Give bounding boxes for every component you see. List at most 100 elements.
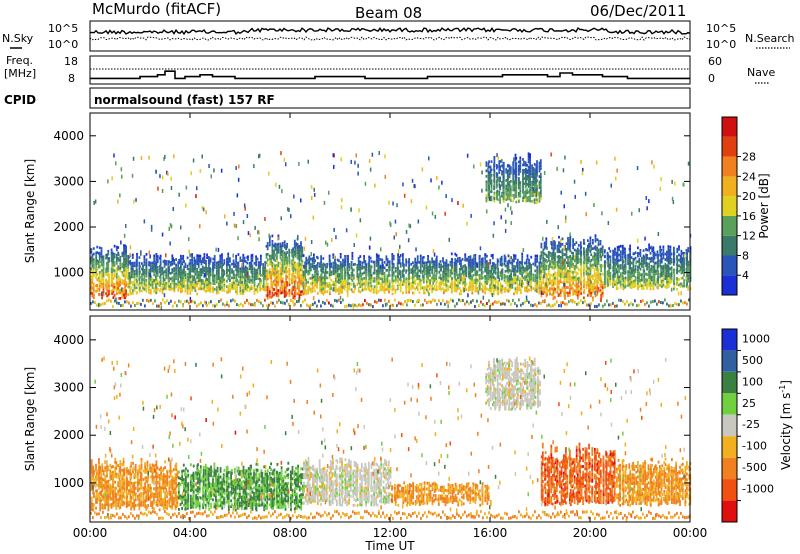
- heatmap-cell: [293, 261, 296, 265]
- heatmap-cell: [237, 275, 240, 278]
- heatmap-cell: [201, 271, 204, 274]
- heatmap-cell: [253, 275, 256, 279]
- heatmap-cell: [130, 292, 133, 295]
- heatmap-cell: [588, 242, 590, 246]
- heatmap-cell: [587, 272, 589, 275]
- heatmap-cell: [342, 264, 344, 267]
- heatmap-cell: [191, 269, 194, 273]
- heatmap-cell: [597, 256, 600, 260]
- heatmap-cell: [271, 264, 274, 268]
- heatmap-cell: [311, 284, 314, 288]
- heatmap-cell: [253, 283, 256, 287]
- heatmap-cell: [209, 271, 212, 274]
- heatmap-cell: [573, 267, 576, 271]
- heatmap-cell: [670, 260, 673, 264]
- heatmap-cell: [105, 270, 107, 274]
- heatmap-cell: [391, 288, 394, 292]
- heatmap-cell: [298, 250, 301, 254]
- heatmap-cell: [511, 258, 514, 262]
- heatmap-cell: [296, 284, 299, 287]
- heatmap-cell: [127, 260, 129, 264]
- heatmap-cell: [288, 280, 291, 284]
- heatmap-cell: [256, 257, 259, 261]
- heatmap-cell: [262, 274, 265, 278]
- heatmap-cell: [313, 264, 315, 268]
- heatmap-cell: [235, 276, 237, 280]
- heatmap-cell: [527, 182, 530, 186]
- heatmap-cell: [630, 283, 633, 287]
- heatmap-cell: [377, 290, 380, 293]
- heatmap-cell: [235, 257, 237, 261]
- heatmap-cell: [666, 275, 668, 278]
- heatmap-cell: [567, 242, 569, 246]
- heatmap-cell: [405, 261, 408, 264]
- heatmap-cell: [255, 269, 257, 272]
- heatmap-cell: [159, 254, 162, 258]
- heatmap-cell: [531, 183, 533, 187]
- heatmap-cell: [302, 284, 305, 287]
- heatmap-cell: [255, 263, 257, 267]
- heatmap-cell: [111, 270, 114, 274]
- heatmap-cell: [561, 270, 564, 273]
- heatmap-cell: [277, 234, 280, 238]
- heatmap-cell: [237, 269, 240, 273]
- heatmap-cell: [652, 284, 655, 288]
- heatmap-cell: [615, 251, 618, 255]
- heatmap-cell: [273, 268, 275, 272]
- heatmap-cell: [96, 273, 99, 276]
- heatmap-cell: [127, 274, 129, 277]
- heatmap-cell: [538, 197, 541, 200]
- heatmap-cell: [604, 265, 606, 269]
- heatmap-cell: [155, 275, 157, 278]
- heatmap-cell: [123, 293, 125, 297]
- heatmap-cell: [268, 238, 271, 241]
- heatmap-cell: [329, 270, 331, 274]
- heatmap-cell: [528, 266, 530, 270]
- heatmap-cell: [136, 291, 138, 294]
- heatmap-cell: [328, 281, 331, 285]
- heatmap-cell: [577, 260, 580, 264]
- heatmap-cell: [397, 267, 399, 270]
- heatmap-cell: [540, 270, 543, 273]
- heatmap-cell: [423, 264, 426, 267]
- heatmap-cell: [629, 266, 631, 270]
- heatmap-cell: [148, 268, 151, 272]
- heatmap-cell: [302, 254, 305, 257]
- heatmap-cell: [92, 269, 95, 272]
- heatmap-cell: [553, 281, 555, 284]
- heatmap-cell: [301, 292, 304, 296]
- heatmap-cell: [266, 277, 269, 281]
- heatmap-cell: [530, 275, 533, 278]
- heatmap-cell: [421, 259, 424, 262]
- heatmap-cell: [653, 273, 656, 276]
- heatmap-cell: [90, 289, 93, 292]
- heatmap-cell: [173, 275, 175, 278]
- heatmap-cell: [499, 179, 501, 182]
- heatmap-cell: [344, 260, 346, 264]
- heatmap-cell: [151, 264, 154, 267]
- heatmap-cell: [502, 181, 505, 184]
- heatmap-cell: [670, 277, 673, 280]
- heatmap-cell: [222, 269, 225, 272]
- heatmap-cell: [462, 270, 465, 274]
- heatmap-cell: [248, 261, 251, 265]
- heatmap-cell: [92, 293, 95, 297]
- heatmap-cell: [642, 287, 645, 291]
- heatmap-cell: [512, 199, 515, 203]
- heatmap-cell: [405, 285, 408, 289]
- heatmap-cell: [659, 264, 662, 268]
- heatmap-cell: [248, 289, 251, 292]
- heatmap-cell: [314, 264, 316, 268]
- heatmap-cell: [493, 186, 496, 189]
- heatmap-cell: [519, 170, 522, 173]
- heatmap-cell: [666, 253, 668, 257]
- heatmap-cell: [502, 178, 505, 181]
- heatmap-cell: [567, 286, 569, 289]
- heatmap-cell: [391, 253, 394, 256]
- heatmap-cell: [117, 280, 120, 284]
- heatmap-cell: [313, 286, 315, 290]
- heatmap-cell: [673, 287, 675, 291]
- heatmap-cell: [529, 161, 531, 165]
- heatmap-cell: [481, 270, 484, 274]
- heatmap-cell: [575, 257, 578, 261]
